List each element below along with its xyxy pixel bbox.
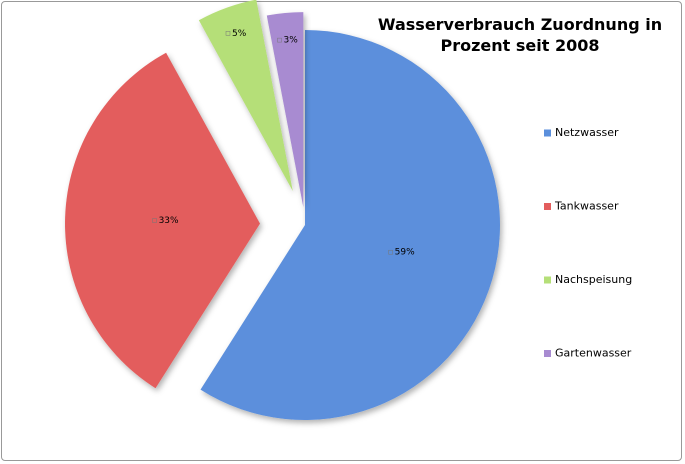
legend-swatch <box>544 350 551 357</box>
legend-swatch <box>544 129 551 137</box>
pie-slice <box>266 12 304 208</box>
label-key <box>277 37 282 43</box>
data-label: 5% <box>232 29 247 39</box>
legend-label: Gartenwasser <box>555 347 632 360</box>
legend-label: Tankwasser <box>554 200 619 213</box>
label-key <box>225 31 231 36</box>
pie-slice <box>65 52 261 389</box>
data-label: 33% <box>159 216 179 226</box>
label-key <box>152 218 157 223</box>
legend-swatch <box>544 276 551 284</box>
legend-label: Netzwasser <box>555 126 619 139</box>
data-label: 59% <box>395 248 415 258</box>
pie-slice <box>198 0 293 192</box>
pie-slice <box>200 30 500 420</box>
data-label: 3% <box>284 36 299 46</box>
label-key <box>388 249 393 255</box>
legend-label: Nachspeisung <box>555 273 632 286</box>
chart-title: Wasserverbrauch Zuordnung in Prozent sei… <box>377 15 663 55</box>
legend-swatch <box>544 203 551 210</box>
